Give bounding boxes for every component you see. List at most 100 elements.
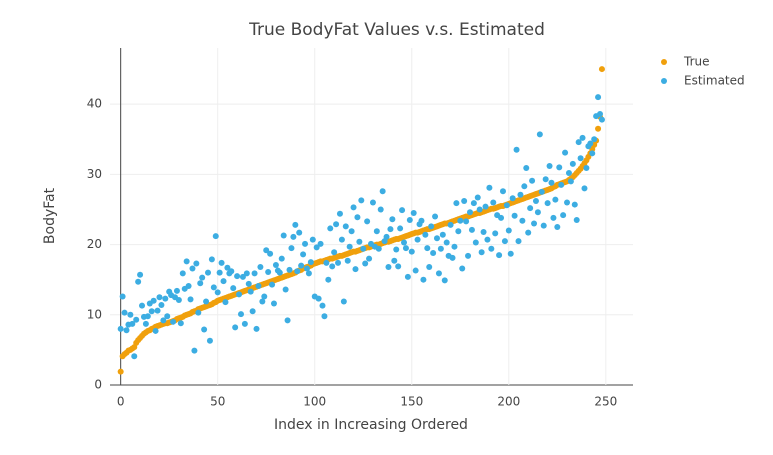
x-tick-label: 100 [303,395,326,409]
point [253,325,260,332]
point [148,308,155,315]
point [598,116,605,123]
point [571,201,578,208]
x-axis-title: Index in Increasing Ordered [274,417,468,433]
point [228,268,235,275]
point [496,252,503,259]
point [214,289,221,296]
point [531,220,538,227]
point [133,316,140,323]
point [461,198,468,205]
point [439,231,446,238]
point [356,238,363,245]
point [154,307,161,314]
point [179,270,186,277]
point [237,311,244,318]
point [589,150,596,157]
point [123,327,130,334]
point [581,185,588,192]
point [478,249,485,256]
point [449,254,456,261]
point [432,213,439,220]
point [164,313,171,320]
point [558,181,565,188]
point [418,217,425,224]
point [379,188,386,195]
point [503,202,510,209]
point [435,270,442,277]
point [212,233,219,240]
point [119,293,126,300]
point [366,255,373,262]
point [152,327,159,334]
point [534,209,541,216]
point [515,238,522,245]
point [220,278,227,285]
y-tick-label: 10 [87,307,102,321]
point [532,198,539,205]
point [313,244,320,251]
point [269,281,276,288]
point [385,264,392,271]
point [290,233,297,240]
point [329,263,336,270]
point [564,199,571,206]
point [245,280,252,287]
point [315,295,322,302]
point [336,210,343,217]
point [216,269,223,276]
point [426,264,433,271]
point [255,283,262,290]
point [486,184,493,191]
point [548,179,555,186]
point [144,313,151,320]
point [569,160,576,167]
point [201,326,208,333]
point [142,320,149,327]
point [542,176,549,183]
point [529,177,536,184]
point [474,194,481,201]
point [397,225,404,232]
point [472,239,479,246]
point [490,199,497,206]
point [598,66,605,73]
y-tick-label: 0 [94,378,102,392]
point [513,146,520,153]
legend-label: True [683,55,710,69]
point [457,217,464,224]
point [521,183,528,190]
legend-marker [661,78,667,84]
point [280,232,287,239]
point [466,209,473,216]
x-tick-label: 150 [400,395,423,409]
point [540,222,547,229]
x-tick-label: 200 [497,395,520,409]
point [463,218,470,225]
point [338,236,345,243]
point [556,164,563,171]
point [342,223,349,230]
point [210,284,217,291]
point [420,276,427,283]
point [354,214,361,221]
point [335,259,342,266]
point [364,218,371,225]
point [527,205,534,212]
point [218,259,225,266]
point [451,243,458,250]
point [476,206,483,213]
point [579,134,586,141]
legend-marker [661,59,667,65]
point [575,139,582,146]
x-tick-label: 0 [117,395,125,409]
point [358,197,365,204]
point [410,209,417,216]
point [183,258,190,265]
point [595,125,602,132]
point [340,298,347,305]
point [205,269,212,276]
point [331,249,338,256]
point [401,239,408,246]
point [546,162,553,169]
